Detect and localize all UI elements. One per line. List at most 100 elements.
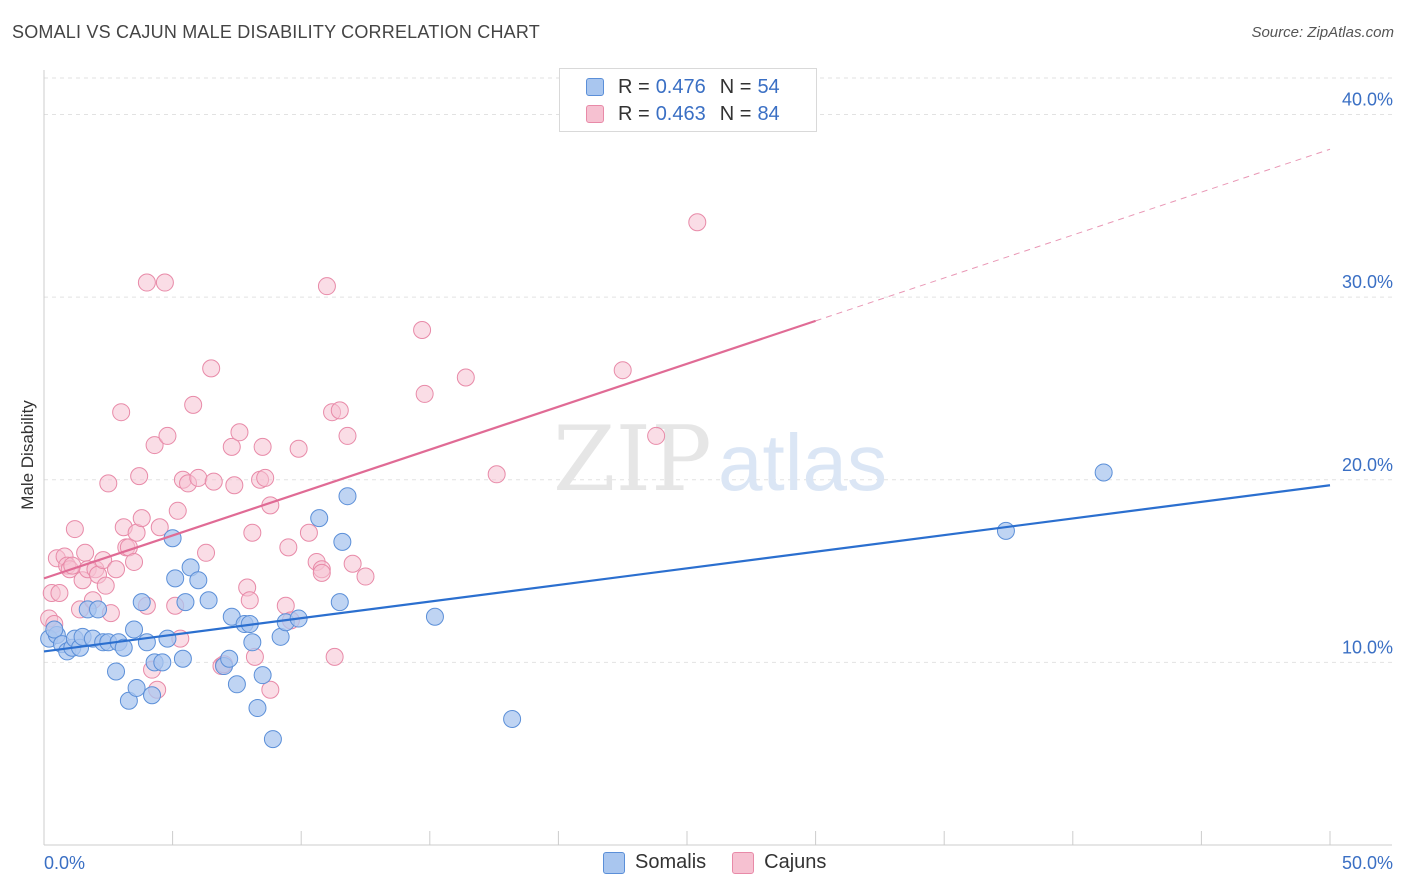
cajuns-point [225,476,244,495]
somalis-point [158,629,177,648]
x-tick-label: 0.0% [44,853,85,873]
cajuns-point [647,426,666,445]
somalis-point [89,600,108,619]
watermark: ZIP atlas [553,407,887,512]
y-axis-label: Male Disability [18,400,37,510]
cajuns-swatch [586,105,604,123]
cajuns-point [261,680,280,699]
somalis-point [127,678,146,697]
somalis-r-value: 0.476 [655,75,706,98]
watermark-zip: ZIP [553,407,712,512]
somalis-point [114,638,133,657]
cajuns-n-value: 84 [757,102,780,125]
cajuns-point [456,368,475,387]
somalis-point [333,532,352,551]
chart-title: SOMALI VS CAJUN MALE DISABILITY CORRELAT… [12,22,540,42]
cajuns-point [130,467,149,486]
somalis-trend-line [43,484,1331,653]
cajuns-point [413,321,432,340]
cajuns-point [330,401,349,420]
somalis-point [176,593,195,612]
cajuns-point [245,647,264,666]
r-label: R = [618,102,650,125]
series-legend: Somalis Cajuns [603,851,852,874]
somalis-point [248,699,267,718]
cajuns-point [132,509,151,528]
somalis-point [503,709,522,728]
cajuns-point [279,538,298,557]
cajuns-point [356,567,375,586]
cajuns-trend-extension [815,148,1331,322]
legend-item-cajuns[interactable]: Cajuns [732,851,826,874]
y-tick-label: 40.0% [1342,90,1393,110]
cajuns-r-value: 0.463 [655,102,706,125]
cajuns-point [184,395,203,414]
cajuns-point [50,583,69,602]
somalis-point [227,675,246,694]
somalis-point [143,686,162,705]
cajuns-point [688,213,707,232]
cajuns-point [299,523,318,542]
cajuns-point [256,468,275,487]
cajuns-point [222,437,241,456]
x-tick-label: 50.0% [1342,853,1393,873]
somalis-point [166,569,185,588]
cajuns-legend-label: Cajuns [764,851,827,873]
cajuns-point [125,552,144,571]
cajuns-point [155,273,174,292]
somalis-point [338,487,357,506]
y-tick-label: 30.0% [1342,272,1393,292]
somalis-n-value: 54 [757,75,780,98]
cajuns-point [168,501,187,520]
y-tick-label: 10.0% [1342,637,1393,657]
tick-labels: 10.0% 20.0% 30.0% 40.0% 0.0% 50.0% [44,90,1393,873]
cajuns-point [289,439,308,458]
somalis-point [199,591,218,610]
r-label: R = [618,75,650,98]
cajuns-point [76,543,95,562]
legend-item-somalis[interactable]: Somalis [603,851,706,874]
cajuns-point [312,563,331,582]
cajuns-point [150,518,169,537]
cajuns-point [158,426,177,445]
cajuns-point [415,384,434,403]
cajuns-point [107,560,126,579]
legend-row-somalis: R = 0.476 N = 54 [586,74,780,100]
y-tick-label: 20.0% [1342,455,1393,475]
cajuns-point [145,436,164,455]
somalis-point [263,730,282,749]
somalis-point [425,607,444,626]
legend-row-cajuns: R = 0.463 N = 84 [586,101,780,127]
somalis-points [40,463,1113,749]
cajuns-point [202,359,221,378]
somalis-point [330,593,349,612]
cajuns-trend-line [43,319,816,580]
somalis-point [243,633,262,652]
somalis-legend-label: Somalis [635,851,707,873]
cajuns-point [197,543,216,562]
somalis-point [132,593,151,612]
cajuns-point [338,426,357,445]
somalis-swatch [586,78,604,96]
cajuns-point [96,576,115,595]
cajuns-point [487,465,506,484]
somalis-point [125,620,144,639]
somalis-point [173,649,192,668]
axes [43,70,1392,846]
cajuns-point [137,273,156,292]
somalis-point [107,662,126,681]
somalis-point [153,653,172,672]
cajuns-point [65,520,84,539]
cajuns-point [243,523,262,542]
cajuns-point [325,647,344,666]
somalis-legend-swatch [603,851,625,874]
cajuns-point [230,423,249,442]
cajuns-point [613,361,632,380]
cajuns-point [240,591,259,610]
cajuns-legend-swatch [732,851,755,874]
stats-legend: R = 0.476 N = 54 R = 0.463 N = 84 [559,68,817,132]
cajuns-point [343,554,362,573]
cajuns-point [189,468,208,487]
trend-lines [43,148,1331,653]
n-label: N = [719,102,752,125]
